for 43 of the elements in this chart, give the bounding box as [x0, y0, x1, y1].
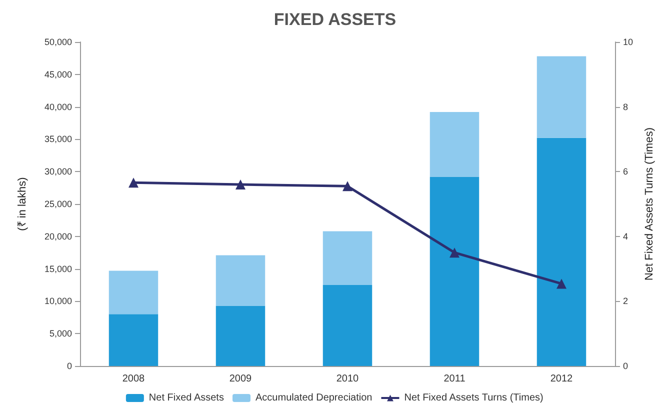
bar [216, 255, 266, 306]
y-axis-title: (₹ in lakhs) [16, 177, 28, 231]
bar [216, 306, 266, 366]
bar [108, 314, 158, 366]
y-tick-label: 30,000 [44, 166, 72, 177]
bar [322, 285, 372, 366]
y-tick-label: 20,000 [44, 231, 72, 242]
point [450, 248, 460, 258]
point [236, 180, 246, 190]
chart-title: FIXED ASSETS [274, 10, 396, 29]
y2-tick-label: 6 [623, 166, 628, 177]
y-tick-label: 25,000 [44, 199, 72, 209]
bar [430, 176, 480, 366]
bar [430, 112, 480, 177]
y2-axis-title: Net Fixed Assets Turns (Times) [643, 127, 656, 281]
point [556, 278, 566, 289]
y-tick-label: 40,000 [44, 102, 72, 112]
y-tick-label: 45,000 [44, 69, 72, 80]
legend-label: Net Fixed Assets Turns (Times) [404, 392, 544, 404]
y-tick-label: 10,000 [44, 296, 72, 306]
bar [536, 138, 586, 366]
x-tick-label: 2012 [550, 374, 574, 384]
point [128, 178, 138, 188]
x-tick-label: 2009 [229, 374, 252, 384]
point [342, 181, 352, 192]
legend-label: Accumulated Depreciation [256, 392, 372, 404]
y-tick-label: 15,000 [44, 264, 72, 274]
y-tick-label: 35,000 [44, 134, 72, 144]
y2-tick-label: 2 [623, 296, 628, 306]
y2-tick-label: 8 [623, 102, 628, 112]
bar [536, 56, 586, 138]
y2-tick-label: 0 [623, 361, 628, 371]
y-tick-label: 0 [66, 361, 72, 371]
bar [108, 270, 158, 314]
y-tick-label: 50,000 [44, 37, 72, 47]
y2-tick-label: 10 [623, 37, 634, 47]
y-tick-label: 5,000 [49, 328, 72, 339]
x-tick-label: 2010 [336, 374, 360, 384]
bar [322, 231, 372, 285]
y2-tick-label: 4 [623, 231, 628, 242]
x-tick-label: 2008 [122, 374, 146, 384]
x-tick-label: 2011 [444, 374, 466, 384]
legend-label: Net Fixed Assets [148, 392, 224, 404]
